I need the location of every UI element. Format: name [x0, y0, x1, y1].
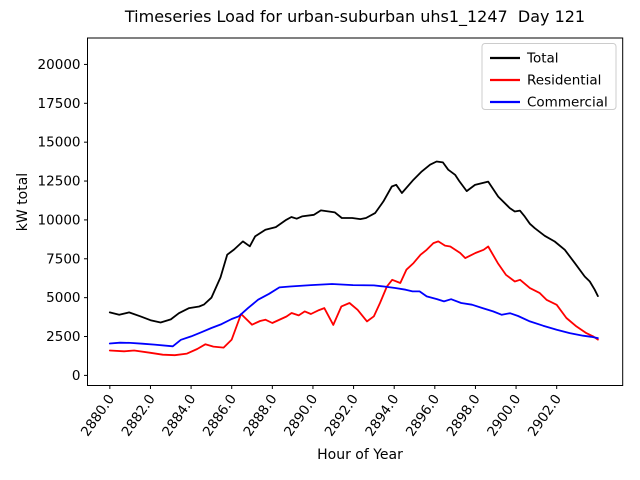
legend: Total Residential Commercial — [481, 43, 617, 111]
legend-label-commercial: Commercial — [527, 95, 608, 111]
x-tick-label: 2888.0 — [240, 392, 280, 440]
x-tick-label: 2884.0 — [159, 392, 199, 440]
y-tick-label: 2500 — [46, 329, 80, 345]
y-tick-label: 0 — [72, 368, 81, 384]
x-tick-label: 2890.0 — [281, 392, 321, 440]
legend-label-total: Total — [526, 51, 559, 67]
x-tick-label: 2902.0 — [525, 392, 565, 440]
x-tick-label: 2896.0 — [403, 392, 443, 440]
y-tick-label: 15000 — [38, 135, 81, 151]
x-tick-label: 2892.0 — [322, 392, 362, 440]
x-tick-label: 2900.0 — [484, 392, 524, 440]
series-line-residential — [108, 240, 599, 357]
y-tick-label: 7500 — [46, 251, 80, 267]
chart-title: Timeseries Load for urban-suburban uhs1_… — [124, 7, 586, 26]
x-tick-label: 2886.0 — [200, 392, 240, 440]
y-tick-label: 12500 — [38, 174, 81, 190]
x-tick-label: 2880.0 — [78, 392, 118, 440]
series-line-commercial — [108, 283, 599, 348]
y-tick-label: 10000 — [38, 212, 81, 228]
y-axis-label: kW total — [15, 172, 31, 232]
plot-area-border — [87, 37, 624, 386]
x-axis-label: Hour of Year — [317, 447, 403, 463]
y-tick-label: 20000 — [38, 57, 81, 73]
x-tick-label: 2898.0 — [444, 392, 484, 440]
legend-label-residential: Residential — [527, 73, 601, 89]
x-tick-label: 2882.0 — [119, 392, 159, 440]
y-tick-label: 17500 — [38, 96, 81, 112]
x-tick-label: 2894.0 — [362, 392, 402, 440]
series-line-total — [108, 160, 599, 324]
legend-box — [481, 43, 617, 110]
y-tick-label: 5000 — [46, 290, 80, 306]
